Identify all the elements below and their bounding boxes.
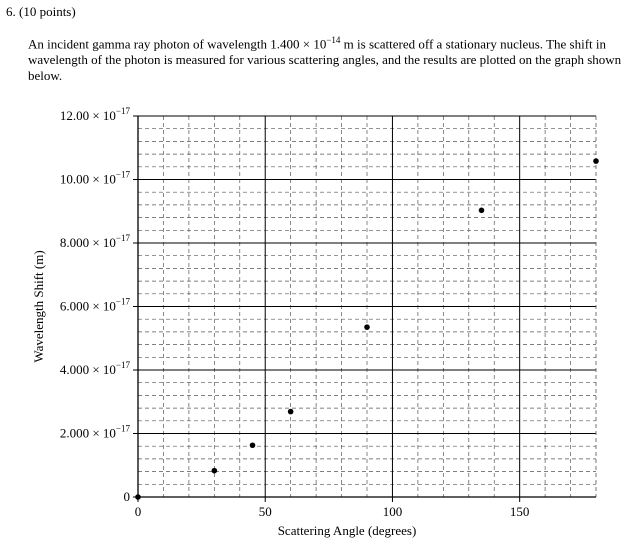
y-tick-label: 10.00 × 10−17 — [60, 170, 131, 187]
x-tick-label: 150 — [510, 504, 530, 519]
data-point — [211, 467, 218, 474]
y-tick-label: 0 — [124, 489, 131, 504]
y-tick-label: 8.000 × 10−17 — [60, 233, 131, 250]
data-point — [287, 408, 294, 415]
data-point — [364, 324, 370, 330]
y-tick-label: 2.000 × 10−17 — [60, 424, 131, 441]
question-text-part2: m is scattered off a stationary nucleus.… — [28, 36, 622, 84]
question-text-part1: An incident gamma ray photon of waveleng… — [28, 36, 327, 52]
question-text: An incident gamma ray photon of waveleng… — [28, 32, 628, 84]
x-tick-label: 0 — [135, 504, 142, 519]
data-point — [135, 494, 141, 500]
data-point — [249, 442, 256, 449]
question-points: (10 points) — [19, 4, 76, 19]
x-axis-label: Scattering Angle (degrees) — [278, 523, 417, 538]
data-point — [478, 207, 485, 214]
question-number: 6. — [6, 4, 16, 19]
question-header: 6. (10 points) — [6, 4, 76, 20]
y-tick-label: 4.000 × 10−17 — [60, 360, 131, 377]
question-text-exponent: −14 — [326, 35, 341, 45]
y-tick-label: 12.00 × 10−17 — [60, 106, 131, 123]
x-tick-label: 100 — [383, 504, 403, 519]
y-tick-label: 6.000 × 10−17 — [60, 297, 131, 314]
data-point — [593, 158, 599, 164]
y-axis-label: Wavelength Shift (m) — [31, 250, 46, 362]
x-tick-label: 50 — [259, 504, 272, 519]
